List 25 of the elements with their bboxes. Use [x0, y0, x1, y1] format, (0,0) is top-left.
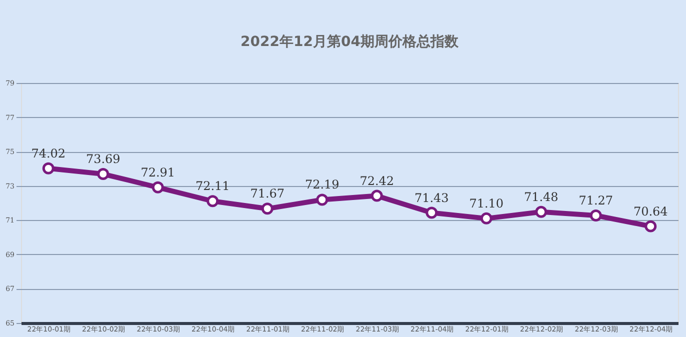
data-label: 71.10	[469, 196, 504, 210]
point	[535, 206, 548, 218]
data-label: 71.27	[578, 194, 614, 208]
data-label: 71.43	[414, 190, 449, 205]
chart-title: 2022年12月第04期周价格总指数	[240, 34, 460, 50]
point	[590, 210, 602, 222]
point	[97, 168, 110, 180]
data-label: 72.11	[195, 179, 230, 194]
data-label: 72.42	[360, 174, 394, 188]
data-label: 71.67	[250, 186, 285, 201]
data-label: 71.48	[524, 190, 558, 204]
point	[316, 194, 328, 206]
point	[42, 162, 54, 174]
data-label: 74.02	[31, 146, 66, 160]
data-label: 70.64	[633, 204, 668, 218]
point	[261, 202, 274, 215]
data-label: 72.19	[304, 178, 340, 192]
point	[206, 195, 219, 208]
point	[480, 212, 492, 224]
point	[152, 181, 164, 194]
point	[370, 190, 383, 202]
data-label: 72.91	[140, 165, 176, 180]
point	[426, 206, 438, 219]
point	[644, 220, 657, 232]
data-label: 73.69	[86, 152, 120, 166]
